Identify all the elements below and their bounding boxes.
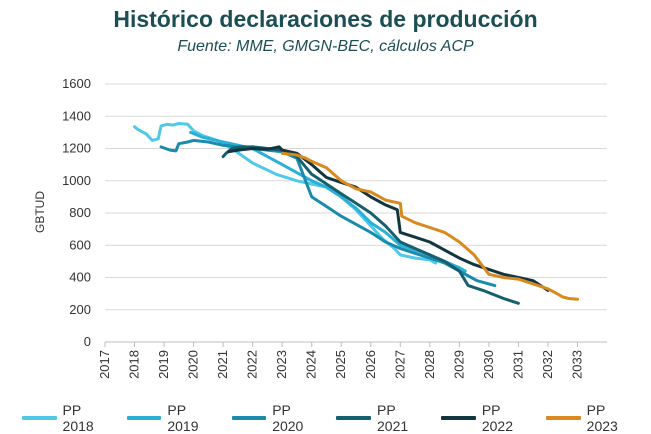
x-tick-label: 2022 [245, 350, 260, 379]
y-tick-label: 1400 [62, 108, 91, 123]
legend-label: PP 2023 [586, 402, 618, 434]
legend: PP 2018 PP 2019 PP 2020 PP 2021 PP 2022 PP 20… [22, 402, 651, 434]
series-line-pp-2023 [280, 151, 579, 301]
x-tick-label: 2027 [392, 350, 407, 379]
legend-label: PP 2022 [481, 402, 513, 434]
y-tick-label: 200 [69, 302, 91, 317]
series-line-pp-2019 [189, 130, 467, 273]
legend-item: PP 2021 [336, 402, 428, 434]
legend-swatch [546, 416, 581, 420]
legend-swatch [336, 416, 372, 420]
legend-swatch [441, 416, 476, 420]
legend-item: PP 2022 [441, 402, 533, 434]
x-tick-label: 2025 [333, 350, 348, 379]
y-axis-ticks: 0 200 400 600 800 1000 1200 1400 1600 [62, 76, 91, 349]
grid-lines [105, 83, 607, 343]
x-tick-label: 2020 [186, 350, 201, 379]
x-tick-label: 2018 [127, 350, 142, 379]
legend-item: PP 2018 [22, 402, 114, 434]
x-tick-label: 2032 [540, 350, 555, 379]
legend-label: PP 2021 [377, 402, 409, 434]
chart-subtitle: Fuente: MME, GMGN-BEC, cálculos ACP [177, 38, 474, 55]
x-tick-label: 2028 [422, 350, 437, 379]
x-tick-label: 2023 [274, 350, 289, 379]
chart-title: Histórico declaraciones de producción [113, 6, 538, 32]
y-tick-label: 600 [69, 237, 91, 252]
legend-item: PP 2020 [231, 402, 324, 434]
series-lines [133, 122, 579, 305]
series-line-pp-2022 [227, 145, 550, 292]
legend-label: PP 2020 [272, 402, 304, 434]
x-tick-label: 2017 [97, 350, 112, 379]
legend-swatch [231, 416, 267, 420]
x-tick-label: 2029 [451, 350, 466, 379]
y-tick-label: 1000 [62, 173, 91, 188]
legend-swatch [22, 416, 57, 420]
x-axis-ticks: 2017 2018 2019 2020 2021 2022 2023 2024 2025 2026… [97, 342, 584, 379]
y-tick-label: 1200 [62, 141, 91, 156]
legend-label: PP 2019 [167, 402, 199, 434]
legend-label: PP 2018 [62, 402, 94, 434]
series-line-pp-2021 [221, 145, 520, 305]
x-tick-label: 2021 [215, 350, 230, 379]
y-axis-label: GBTUD [33, 191, 47, 233]
legend-item: PP 2019 [126, 402, 219, 434]
x-tick-label: 2031 [510, 350, 525, 379]
y-tick-label: 1600 [62, 76, 91, 91]
x-tick-label: 2026 [363, 350, 378, 379]
x-tick-label: 2033 [569, 350, 584, 379]
y-tick-label: 0 [84, 334, 91, 349]
x-tick-label: 2024 [304, 350, 319, 379]
x-tick-label: 2019 [156, 350, 171, 379]
x-tick-label: 2030 [481, 350, 496, 379]
y-tick-label: 400 [69, 270, 91, 285]
legend-item: PP 2023 [546, 402, 638, 434]
legend-swatch [126, 416, 162, 420]
y-tick-label: 800 [69, 205, 91, 220]
